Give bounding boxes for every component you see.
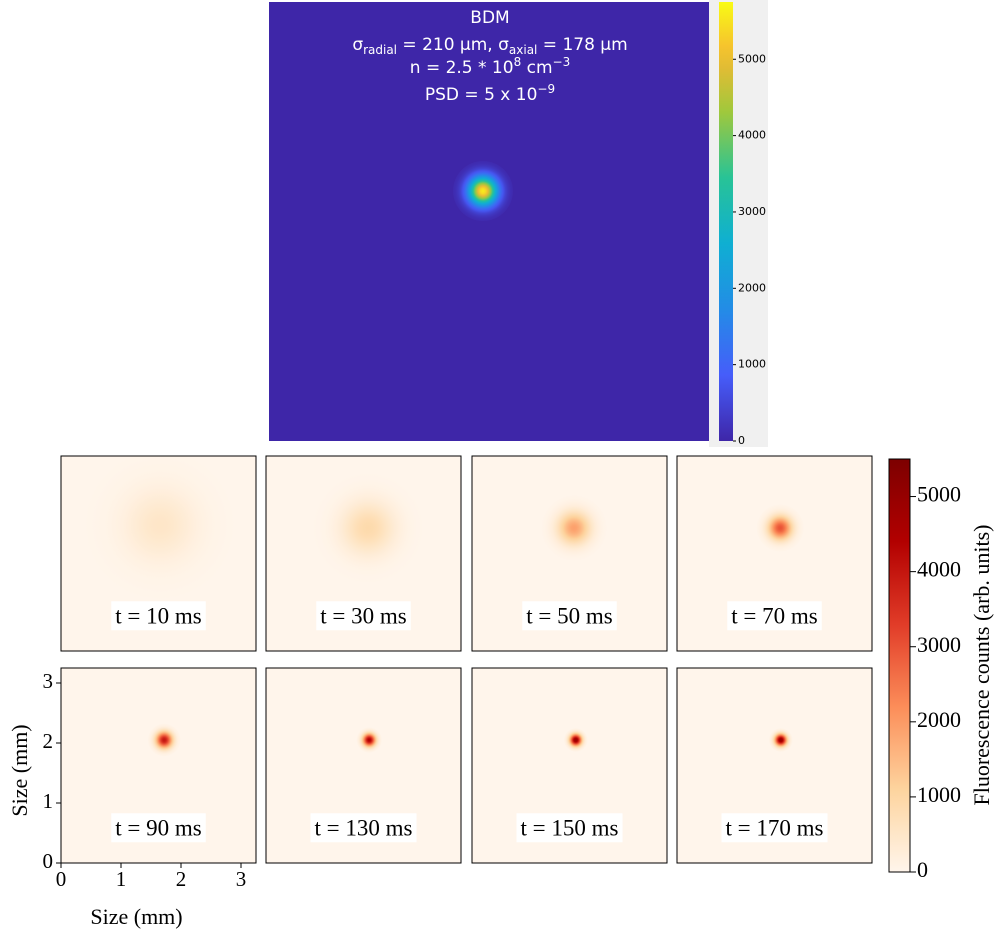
heatmap-background (269, 2, 709, 441)
panel-label-box (111, 813, 206, 843)
panel-label: t = 90 ms (115, 815, 202, 840)
colorbar-tick-label: 2000 (738, 281, 766, 294)
annotation-run: cm (521, 58, 552, 78)
x-tick-label: 0 (56, 867, 67, 891)
panel: t = 130 ms (265, 667, 462, 864)
colorbar-tick-label: 3000 (738, 205, 766, 218)
panel: t = 50 ms (471, 455, 668, 652)
panel-label: t = 30 ms (320, 603, 407, 628)
y-axis-label: Size (mm) (7, 724, 32, 816)
panel-label-box (111, 601, 206, 631)
panel: t = 170 ms (676, 667, 873, 864)
x-tick-label: 3 (236, 867, 247, 891)
panel-label-box (721, 813, 828, 843)
panel-label: t = 150 ms (521, 815, 619, 840)
colorbar-tick-label: 4000 (738, 129, 766, 142)
colorbar-tick-label: 0 (738, 434, 745, 447)
colorbar-tick-label: 4000 (917, 557, 961, 582)
colorbar-tick-label: 2000 (917, 707, 961, 732)
panel-frame (676, 455, 873, 652)
annotation-run: axial (509, 43, 537, 57)
panel-spot (541, 495, 607, 561)
panel-label: t = 50 ms (526, 603, 613, 628)
colorbar-tick-label: 0 (917, 857, 928, 882)
panel-spot (148, 723, 181, 757)
colorbar-tick-label: 5000 (917, 482, 961, 507)
panel: t = 70 ms (676, 455, 873, 652)
annotation-run: 8 (514, 55, 522, 69)
heatmap-title: BDM (470, 8, 509, 28)
panel-spot (356, 727, 382, 753)
panel: t = 150 ms (471, 667, 668, 864)
colorbar-tick-label: 5000 (738, 52, 766, 65)
panel-spot (769, 728, 793, 752)
panel-spot (84, 456, 236, 601)
panel-spot (756, 504, 804, 552)
panel: t = 30 ms (265, 455, 462, 652)
y-tick-label: 1 (43, 789, 54, 813)
panel-label-box (310, 813, 417, 843)
annotation-run: radial (363, 43, 397, 57)
y-tick-label: 2 (43, 729, 54, 753)
panel-frame (676, 667, 873, 864)
panel-label-box (516, 813, 623, 843)
panel-label: t = 70 ms (731, 603, 818, 628)
colorbar-background (709, 0, 768, 447)
annotation-run: n = 2.5 * 10 (410, 58, 514, 78)
y-tick-label: 0 (43, 849, 54, 873)
annotation-run: σ (352, 35, 363, 55)
panel-frame (265, 455, 462, 652)
panel-frame (60, 455, 257, 652)
colorbar-tick-label: 1000 (917, 782, 961, 807)
panel-label: t = 130 ms (315, 815, 413, 840)
colorbar-tick-label: 3000 (917, 632, 961, 657)
annotation: σradial = 210 µm, σaxial = 178 µm (352, 35, 627, 57)
panel-label: t = 170 ms (726, 815, 824, 840)
annotation-run: −3 (553, 55, 571, 69)
x-tick-label: 2 (176, 867, 187, 891)
annotation: n = 2.5 * 108 cm−3 (410, 55, 570, 78)
colorbar-label: Fluorescence counts (arb. units) (969, 524, 994, 805)
annotation-run: = 210 µm, σ (397, 35, 509, 55)
panel-label-box (316, 601, 411, 631)
heatmap-spot (453, 161, 513, 221)
x-axis-label: Size (mm) (90, 904, 182, 929)
annotation-run: −9 (537, 82, 555, 96)
panel-label: t = 10 ms (115, 603, 202, 628)
panel: t = 90 ms (60, 667, 257, 864)
y-tick-label: 3 (43, 669, 54, 693)
panel-label-box (522, 601, 617, 631)
panel-frame (471, 667, 668, 864)
heatmap (269, 2, 709, 441)
panel-frame (265, 667, 462, 864)
panel-spot (314, 474, 422, 582)
annotation-run: = 178 µm (537, 35, 627, 55)
panel-frame (60, 667, 257, 864)
panel-label-box (727, 601, 822, 631)
panel: t = 10 ms (60, 455, 257, 652)
annotation-run: PSD = 5 x 10 (425, 85, 538, 105)
colorbar-tick-label: 1000 (738, 358, 766, 371)
panel-spot (564, 728, 588, 752)
panel-frame (471, 455, 668, 652)
x-tick-label: 1 (116, 867, 127, 891)
annotation: PSD = 5 x 10−9 (425, 82, 555, 105)
colorbar (888, 458, 911, 873)
colorbar (719, 2, 733, 441)
